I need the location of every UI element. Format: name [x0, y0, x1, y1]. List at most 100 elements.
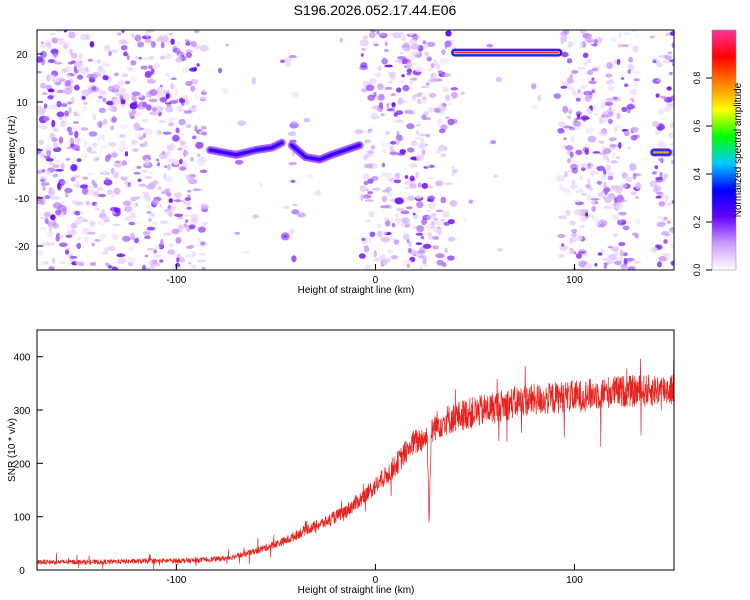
heatmap-noise-cell: [64, 80, 71, 87]
heatmap-noise-cell: [402, 45, 411, 52]
heatmap-noise-cell: [51, 257, 56, 265]
heatmap-noise-cell: [567, 41, 574, 47]
heatmap-noise-cell: [79, 67, 90, 74]
heatmap-noise-cell: [410, 77, 418, 81]
heatmap-noise-cell: [435, 180, 443, 187]
heatmap-x-tick-label: 0: [373, 275, 379, 286]
heatmap-noise-cell: [64, 103, 70, 108]
heatmap-noise-cell: [183, 200, 192, 206]
heatmap-noise-cell: [74, 137, 81, 144]
heatmap-noise-cell: [150, 213, 156, 217]
heatmap-noise-cell: [68, 61, 73, 65]
heatmap-noise-cell: [131, 33, 135, 40]
heatmap-noise-cell: [371, 187, 381, 191]
heatmap-noise-cell: [580, 84, 588, 90]
heatmap-noise-cell: [663, 216, 668, 220]
heatmap-noise-cell: [563, 30, 570, 35]
heatmap-noise-cell: [627, 103, 635, 110]
heatmap-noise-cell: [95, 99, 102, 103]
heatmap-noise-cell: [367, 178, 374, 184]
heatmap-noise-cell: [150, 41, 156, 48]
heatmap-noise-cell: [39, 216, 48, 220]
heatmap-noise-cell: [406, 123, 415, 130]
heatmap-noise-cell: [283, 205, 290, 209]
heatmap-noise-cell: [406, 54, 416, 62]
heatmap-noise-cell: [39, 176, 47, 183]
heatmap-noise-cell: [142, 154, 152, 162]
heatmap-noise-cell: [74, 130, 79, 139]
heatmap-noise-cell: [634, 234, 639, 239]
heatmap-noise-cell: [369, 212, 374, 218]
heatmap-noise-cell: [128, 221, 136, 226]
heatmap-noise-cell: [180, 199, 186, 204]
heatmap-noise-cell: [383, 48, 389, 53]
heatmap-noise-cell: [138, 183, 147, 187]
heatmap-noise-cell: [396, 130, 400, 136]
heatmap-noise-cell: [108, 50, 112, 57]
heatmap-noise-cell: [420, 235, 425, 240]
heatmap-noise-cell: [656, 169, 660, 175]
heatmap-noise-cell: [394, 59, 404, 63]
heatmap-noise-cell: [40, 44, 46, 48]
heatmap-noise-cell: [141, 264, 147, 270]
heatmap-noise-cell: [38, 139, 44, 145]
heatmap-noise-cell: [59, 261, 68, 265]
heatmap-noise-cell: [363, 180, 369, 186]
heatmap-noise-cell: [192, 188, 202, 192]
heatmap-noise-cell: [367, 265, 373, 270]
heatmap-noise-cell: [166, 53, 172, 60]
heatmap-noise-cell: [196, 63, 200, 67]
heatmap-noise-cell: [79, 33, 89, 41]
heatmap-noise-cell: [234, 232, 241, 235]
heatmap-noise-cell: [416, 121, 422, 125]
heatmap-y-tick-label: -20: [15, 242, 30, 253]
heatmap-noise-cell: [383, 217, 390, 221]
heatmap-noise-cell: [605, 73, 613, 78]
heatmap-noise-cell: [145, 30, 155, 33]
heatmap-noise-cell: [89, 41, 95, 48]
heatmap-noise-cell: [588, 169, 596, 177]
heatmap-noise-cell: [185, 51, 192, 59]
heatmap-noise-cell: [119, 134, 126, 139]
heatmap-noise-cell: [415, 242, 423, 245]
heatmap-noise-cell: [655, 129, 661, 135]
heatmap-noise-cell: [618, 31, 622, 39]
heatmap-noise-cell: [160, 55, 166, 60]
heatmap-noise-cell: [89, 220, 96, 228]
heatmap-noise-cell: [381, 230, 388, 235]
heatmap-noise-cell: [603, 116, 609, 123]
heatmap-noise-cell: [420, 85, 429, 89]
heatmap-noise-cell: [585, 184, 591, 189]
heatmap-noise-cell: [234, 159, 244, 165]
heatmap-noise-cell: [156, 162, 161, 167]
heatmap-noise-cell: [46, 74, 51, 82]
heatmap-noise-cell: [90, 73, 98, 80]
heatmap-noise-cell: [148, 266, 157, 269]
heatmap-noise-cell: [441, 49, 446, 55]
heatmap-noise-cell: [569, 237, 574, 245]
heatmap-noise-cell: [402, 84, 410, 92]
heatmap-noise-cell: [410, 180, 415, 184]
heatmap-noise-cell: [183, 110, 192, 114]
colorbar-frame: [711, 29, 737, 271]
heatmap-noise-cell: [94, 239, 101, 242]
heatmap-noise-cell: [632, 172, 637, 180]
heatmap-noise-cell: [577, 159, 582, 166]
heatmap-noise-cell: [105, 155, 110, 163]
heatmap-noise-cell: [91, 242, 95, 247]
heatmap-noise-cell: [451, 172, 455, 177]
heatmap-noise-cell: [173, 199, 182, 203]
heatmap-noise-cell: [80, 127, 89, 131]
heatmap-noise-cell: [593, 38, 598, 46]
heatmap-noise-cell: [70, 222, 78, 229]
heatmap-noise-cell: [573, 93, 584, 98]
heatmap-noise-cell: [415, 195, 423, 199]
heatmap-noise-cell: [425, 133, 430, 138]
heatmap-noise-cell: [664, 194, 669, 202]
heatmap-noise-cell: [66, 101, 73, 105]
heatmap-noise-cell: [419, 265, 423, 270]
heatmap-noise-cell: [112, 223, 122, 227]
heatmap-noise-cell: [167, 150, 171, 157]
heatmap-noise-cell: [66, 126, 72, 133]
